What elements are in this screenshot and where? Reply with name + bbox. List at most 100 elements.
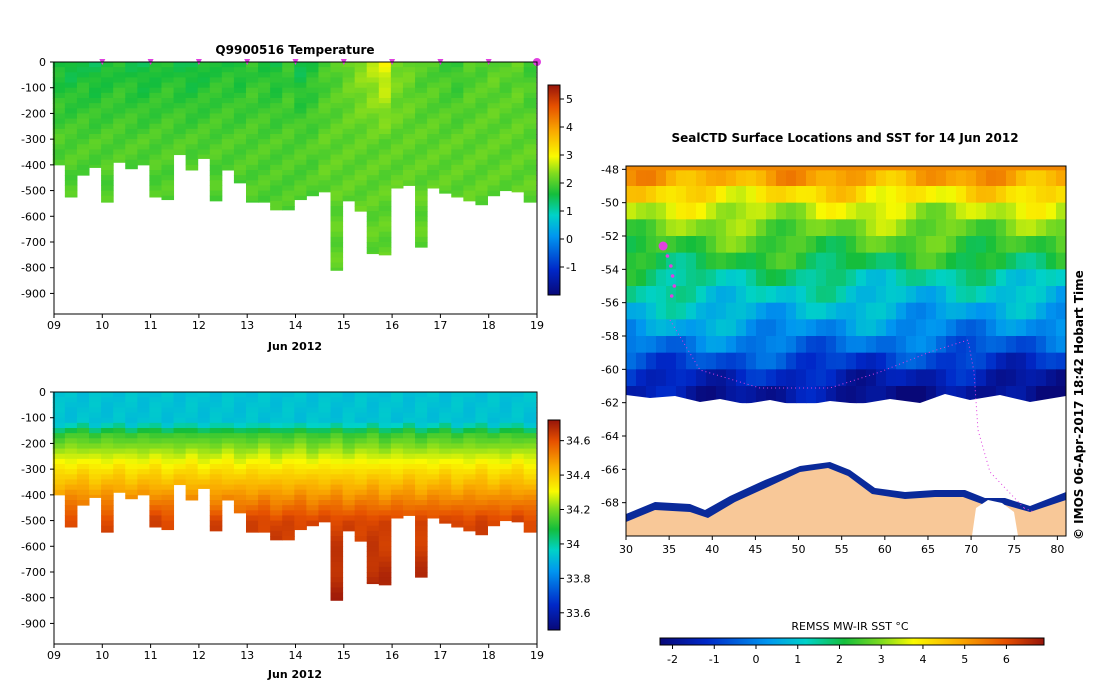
longitude-ticks: 30 35 40 45 50 55 60 65 70 75 80: [619, 536, 1064, 556]
salinity-cell: [270, 402, 283, 408]
sst-cell: [706, 319, 717, 337]
salinity-cell: [76, 494, 90, 501]
salinity-cell: [415, 551, 428, 558]
salinity-cell: [475, 397, 488, 403]
sst-cell: [726, 352, 737, 370]
sst-cell: [626, 352, 637, 370]
temperature-cell: [318, 175, 332, 181]
temperature-cell: [318, 67, 332, 73]
temperature-cell: [523, 195, 537, 202]
salinity-cell: [258, 484, 271, 491]
temperature-cell: [439, 87, 452, 94]
salinity-cell: [64, 489, 78, 496]
salinity-cell: [101, 530, 114, 533]
salinity-cell: [499, 515, 513, 522]
sst-cell: [876, 236, 887, 254]
temperature-cell: [342, 62, 356, 68]
sst-cell: [786, 336, 797, 354]
sst-cell: [966, 336, 977, 354]
salinity-cell: [427, 505, 440, 511]
temperature-cell: [342, 185, 356, 192]
sst-cell: [1016, 302, 1027, 320]
temperature-cell: [402, 118, 416, 125]
sst-cell: [726, 236, 737, 254]
salinity-cell: [76, 500, 90, 506]
temperature-cell: [499, 82, 513, 89]
salinity-cell: [137, 489, 150, 496]
temperature-cell: [415, 67, 428, 73]
salinity-cell: [197, 469, 211, 475]
temperature-cell: [415, 242, 428, 248]
salinity-cell: [101, 438, 114, 444]
temperature-cell: [523, 92, 537, 99]
salinity-cell: [161, 525, 175, 531]
salinity-cell: [270, 500, 283, 506]
temperature-cell: [149, 154, 162, 161]
temperature-cell: [354, 67, 368, 73]
temperature-cell: [318, 77, 332, 84]
temperature-cell: [330, 108, 344, 114]
temperature-cell: [149, 77, 162, 84]
sst-cell: [746, 269, 757, 287]
salinity-cell: [161, 515, 175, 522]
sst-cell: [636, 252, 647, 270]
salinity-cell: [197, 433, 211, 439]
sst-cell: [656, 169, 667, 187]
temperature-cell: [185, 139, 199, 145]
temperature-cell: [475, 144, 488, 150]
sst-cell: [896, 236, 907, 254]
temperature-cell: [366, 226, 380, 233]
temperature-cell: [487, 72, 501, 78]
x-tick-label: 13: [240, 649, 254, 662]
salinity-cell: [64, 510, 78, 516]
temperature-cell: [427, 67, 440, 73]
sst-cell: [726, 252, 737, 270]
salinity-cell: [378, 428, 392, 434]
sst-cell: [646, 369, 657, 387]
salinity-cell: [245, 438, 259, 444]
salinity-cell: [149, 525, 162, 528]
salinity-cell: [209, 515, 223, 522]
temperature-cell: [173, 123, 187, 130]
sst-cell: [656, 202, 667, 220]
salinity-cell: [294, 412, 307, 419]
salinity-cell: [354, 469, 368, 475]
salinity-cell: [233, 453, 247, 460]
sst-cell: [746, 219, 757, 237]
temperature-cell: [378, 190, 392, 197]
ice-shelf: [972, 500, 1018, 536]
temperature-cell: [209, 62, 223, 68]
salinity-cell: [185, 438, 199, 444]
temperature-cell: [366, 170, 380, 176]
sst-cell: [1006, 336, 1017, 354]
temperature-cell: [64, 149, 78, 156]
salinity-cell: [511, 392, 525, 398]
sst-colorbar-tick-label: 1: [794, 653, 801, 666]
temperature-cell: [475, 108, 488, 114]
salinity-cell: [342, 397, 356, 403]
temperature-cell: [294, 154, 307, 161]
sst-cell: [956, 252, 967, 270]
salinity-cell: [378, 474, 392, 480]
salinity-cell: [378, 572, 392, 578]
temperature-cell: [499, 108, 513, 114]
salinity-cell: [258, 422, 271, 429]
temperature-cell: [427, 134, 440, 140]
sst-cell: [946, 386, 957, 404]
temperature-cell: [451, 149, 464, 156]
salinity-cell: [402, 433, 416, 439]
salinity-cell: [258, 515, 271, 522]
temperature-cell: [101, 175, 114, 181]
temperature-cell: [439, 92, 452, 99]
salinity-cell: [113, 469, 126, 475]
sst-cell: [876, 386, 887, 404]
salinity-cell: [161, 438, 175, 444]
salinity-cell: [487, 438, 501, 444]
salinity-cell: [221, 392, 235, 398]
temperature-cell: [306, 72, 319, 78]
salinity-cell: [342, 428, 356, 434]
temperature-cell: [76, 164, 90, 171]
salinity-cell: [354, 397, 368, 403]
salinity-cell: [487, 443, 501, 450]
